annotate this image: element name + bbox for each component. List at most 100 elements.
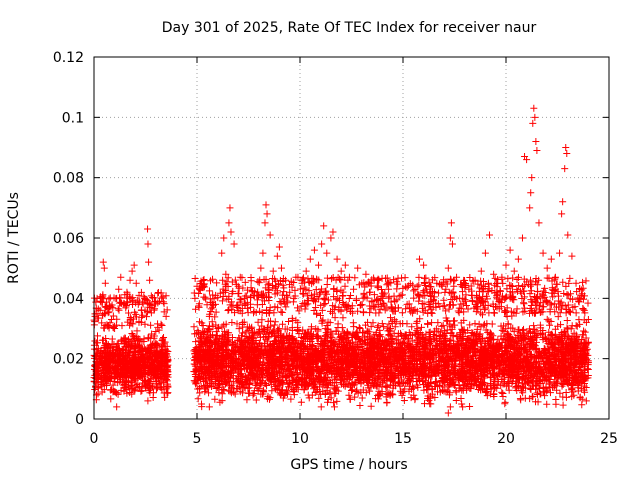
data-point	[149, 293, 157, 301]
data-point	[112, 321, 120, 329]
data-point	[109, 381, 117, 389]
data-point	[94, 390, 102, 398]
data-point	[160, 300, 168, 308]
data-point	[158, 294, 166, 302]
data-point	[160, 389, 168, 397]
data-point	[118, 346, 126, 354]
data-point	[104, 344, 112, 352]
data-point	[146, 375, 154, 383]
data-point	[102, 347, 110, 355]
data-point	[358, 394, 366, 402]
data-point	[117, 386, 125, 394]
data-point	[121, 342, 129, 350]
data-point	[141, 320, 149, 328]
data-point	[252, 396, 260, 404]
data-point	[120, 357, 128, 365]
data-point	[152, 380, 160, 388]
data-point	[159, 335, 167, 343]
data-point	[317, 403, 325, 411]
x-tick-label: 10	[291, 431, 309, 447]
y-tick-label: 0	[75, 412, 84, 428]
data-point	[98, 298, 106, 306]
data-point	[157, 373, 165, 381]
data-point	[142, 378, 150, 386]
data-point	[130, 362, 138, 370]
data-point	[163, 368, 171, 376]
data-point	[127, 315, 135, 323]
data-point	[559, 401, 567, 409]
data-point	[417, 323, 425, 331]
data-point	[190, 323, 198, 331]
x-tick-label: 25	[600, 431, 618, 447]
data-point	[99, 292, 107, 300]
data-point	[112, 389, 120, 397]
data-point	[297, 398, 305, 406]
data-point	[106, 294, 114, 302]
data-point	[148, 342, 156, 350]
data-point	[517, 396, 525, 404]
data-point	[466, 403, 474, 411]
data-point	[154, 350, 162, 358]
data-point	[578, 401, 586, 409]
data-point	[339, 314, 347, 322]
x-tick-label: 0	[90, 431, 99, 447]
data-point	[154, 323, 162, 331]
data-point	[91, 385, 99, 393]
data-point	[129, 294, 137, 302]
data-point	[150, 306, 158, 314]
data-point	[107, 395, 115, 403]
data-point	[98, 336, 106, 344]
data-point	[115, 370, 123, 378]
data-point	[160, 308, 168, 316]
data-point	[138, 298, 146, 306]
data-point	[116, 378, 124, 386]
data-point	[132, 313, 140, 321]
data-point	[127, 345, 135, 353]
data-point	[149, 383, 157, 391]
data-point	[367, 402, 375, 410]
data-point	[147, 358, 155, 366]
data-point	[122, 370, 130, 378]
data-point	[367, 323, 375, 331]
data-point	[148, 382, 156, 390]
data-point	[105, 367, 113, 375]
data-point	[132, 369, 140, 377]
data-point	[143, 371, 151, 379]
data-point	[127, 382, 135, 390]
data-point	[366, 387, 374, 395]
data-point	[136, 383, 144, 391]
data-point	[162, 292, 170, 300]
data-point	[107, 375, 115, 383]
data-point	[127, 295, 135, 303]
data-point	[148, 302, 156, 310]
y-tick-label: 0.1	[62, 110, 84, 126]
data-point	[146, 301, 154, 309]
data-point	[157, 360, 165, 368]
data-point	[128, 330, 136, 338]
data-point	[552, 395, 560, 403]
data-point	[103, 380, 111, 388]
data-point	[98, 319, 106, 327]
data-point	[107, 358, 115, 366]
data-point	[135, 291, 143, 299]
data-point	[194, 395, 202, 403]
data-point	[125, 335, 133, 343]
data-point	[98, 388, 106, 396]
data-point	[110, 351, 118, 359]
data-point	[95, 314, 103, 322]
data-point	[142, 313, 150, 321]
data-point	[483, 392, 491, 400]
y-tick-label: 0.04	[53, 291, 84, 307]
data-points	[90, 104, 592, 417]
data-point	[488, 320, 496, 328]
data-point	[121, 383, 129, 391]
data-point	[144, 397, 152, 405]
data-point	[498, 326, 506, 334]
data-point	[148, 355, 156, 363]
data-point	[137, 371, 145, 379]
data-point	[153, 384, 161, 392]
data-point	[243, 396, 251, 404]
data-point	[134, 384, 142, 392]
data-point	[161, 393, 169, 401]
data-point	[125, 309, 133, 317]
